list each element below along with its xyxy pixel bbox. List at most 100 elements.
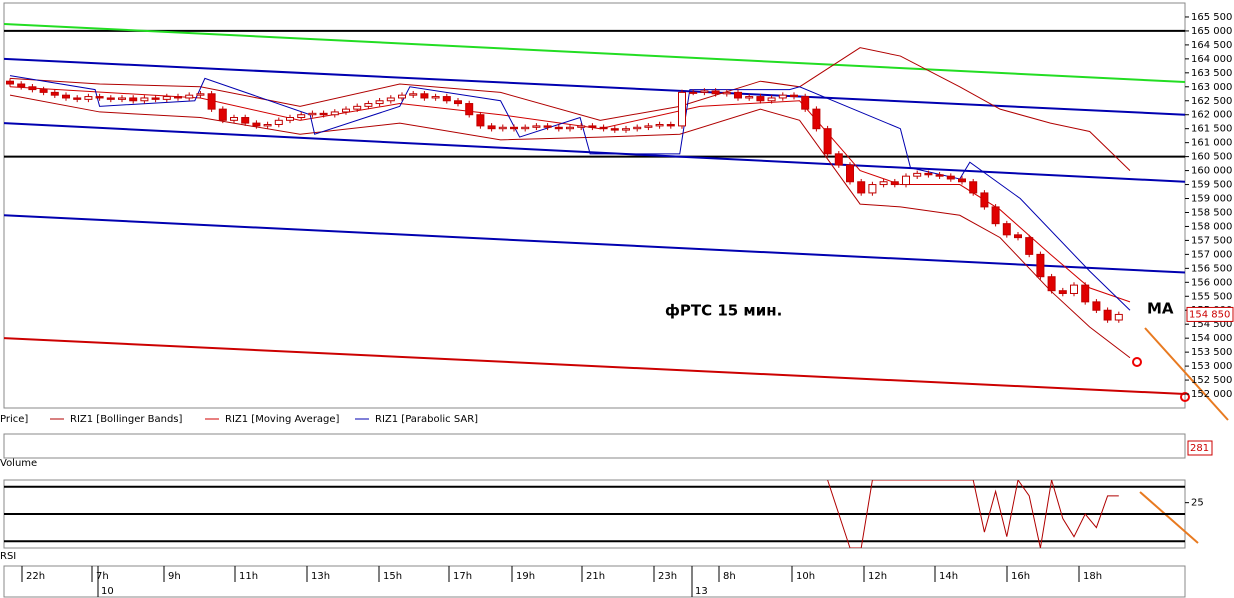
candle-body	[230, 117, 238, 121]
candle-body	[375, 100, 384, 105]
legend-entry: RIZ1 [Bollinger Bands]	[70, 414, 183, 425]
x-tick-label: 22h	[26, 571, 45, 582]
overlay-line	[9, 75, 1131, 311]
y-tick-label: 162 000	[1191, 110, 1232, 121]
overlay-line	[9, 94, 1131, 359]
candle-body	[935, 174, 944, 177]
candle-body	[39, 89, 48, 93]
candle-body	[476, 114, 485, 127]
candle-body	[420, 93, 429, 99]
candle-body	[454, 100, 462, 105]
candle-body	[1081, 284, 1090, 303]
candle-body	[812, 108, 821, 130]
candle-body	[140, 97, 149, 102]
last-price-box	[1186, 306, 1234, 322]
candle-body	[1002, 223, 1011, 236]
candle-body	[162, 96, 171, 100]
candle-body	[834, 153, 843, 166]
y-tick-label: 160 000	[1191, 166, 1232, 177]
y-tick-label: 155 500	[1191, 291, 1232, 302]
candle-body	[599, 126, 608, 130]
x-tick-label: 7h	[96, 571, 109, 582]
candle-body	[588, 125, 597, 128]
x-tick-label: 15h	[383, 571, 402, 582]
candle-body	[790, 94, 798, 98]
candle-body	[386, 97, 395, 102]
candle-body	[890, 181, 899, 186]
volume-last: 281	[1190, 443, 1209, 454]
last-price-label: 154 850	[1189, 309, 1230, 320]
y-tick-label: 158 000	[1191, 221, 1232, 232]
candle-body	[532, 125, 541, 128]
candle-body	[263, 124, 272, 127]
candle-body	[431, 96, 440, 99]
candle-body	[6, 80, 14, 85]
chart-title: фРТС 15 мин.	[665, 302, 782, 320]
candle-body	[73, 97, 82, 100]
candle-body	[510, 126, 518, 130]
candle-body	[274, 119, 283, 126]
x-tick-label: 21h	[586, 571, 605, 582]
x-tick-label: 17h	[453, 571, 472, 582]
candle-body	[364, 103, 373, 107]
candle-body	[722, 91, 731, 95]
y-tick-label: 165 000	[1191, 26, 1232, 37]
x-tick-label: 18h	[1083, 571, 1102, 582]
candle-body	[756, 96, 765, 102]
candle-body	[84, 96, 93, 100]
candle-body	[991, 206, 1000, 225]
candle-body	[196, 93, 205, 96]
y-tick-label: 158 500	[1191, 207, 1232, 218]
trend-line	[4, 122, 1185, 183]
candle-body	[879, 181, 888, 186]
x-tick-label: 11h	[239, 571, 258, 582]
candle-body	[1103, 309, 1112, 321]
candle-body	[1025, 237, 1034, 255]
candle-body	[319, 112, 328, 116]
candle-body	[678, 91, 686, 127]
y-tick-label: 163 500	[1191, 68, 1232, 79]
candle-body	[778, 94, 787, 99]
candle-body	[689, 91, 698, 94]
candle-body	[174, 96, 182, 99]
x-tick-label: 14h	[939, 571, 958, 582]
candle-body	[958, 178, 966, 183]
candle-body	[980, 192, 989, 208]
candle-body	[924, 172, 933, 176]
x-tick-label: 12h	[868, 571, 887, 582]
y-tick-label: 157 000	[1191, 249, 1232, 260]
candle-body	[1058, 290, 1067, 294]
candle-body	[644, 125, 653, 128]
y-tick-label: 154 000	[1191, 333, 1232, 344]
candle-body	[902, 175, 910, 186]
candle-body	[241, 117, 250, 124]
candle-body	[1092, 301, 1101, 311]
candle-body	[218, 108, 227, 121]
y-tick-label: 160 500	[1191, 152, 1232, 163]
trend-line	[4, 337, 1185, 396]
candle-body	[185, 94, 194, 99]
volume-panel	[3, 433, 1186, 459]
arrow	[1139, 491, 1199, 544]
candle-body	[286, 117, 294, 121]
x-tick-label: 10h	[796, 571, 815, 582]
trend-line	[4, 22, 1185, 84]
candle-body	[700, 90, 709, 93]
candle-body	[129, 97, 138, 102]
candle-body	[946, 175, 955, 180]
candle-body	[297, 114, 306, 119]
volume-label: Volume	[0, 458, 37, 469]
candle-body	[207, 93, 216, 110]
candle-body	[308, 112, 317, 116]
y-tick-label: 153 000	[1191, 361, 1232, 372]
y-tick-label: 165 500	[1191, 12, 1232, 23]
day-label: 13	[695, 586, 708, 597]
marker	[1132, 357, 1142, 367]
arrow	[1144, 327, 1229, 421]
candle-body	[118, 97, 126, 100]
legend-price: Price]	[0, 414, 28, 425]
candle-body	[868, 184, 877, 194]
candle-body	[633, 126, 642, 130]
candle-body	[151, 97, 160, 100]
y-tick-label: 156 500	[1191, 263, 1232, 274]
